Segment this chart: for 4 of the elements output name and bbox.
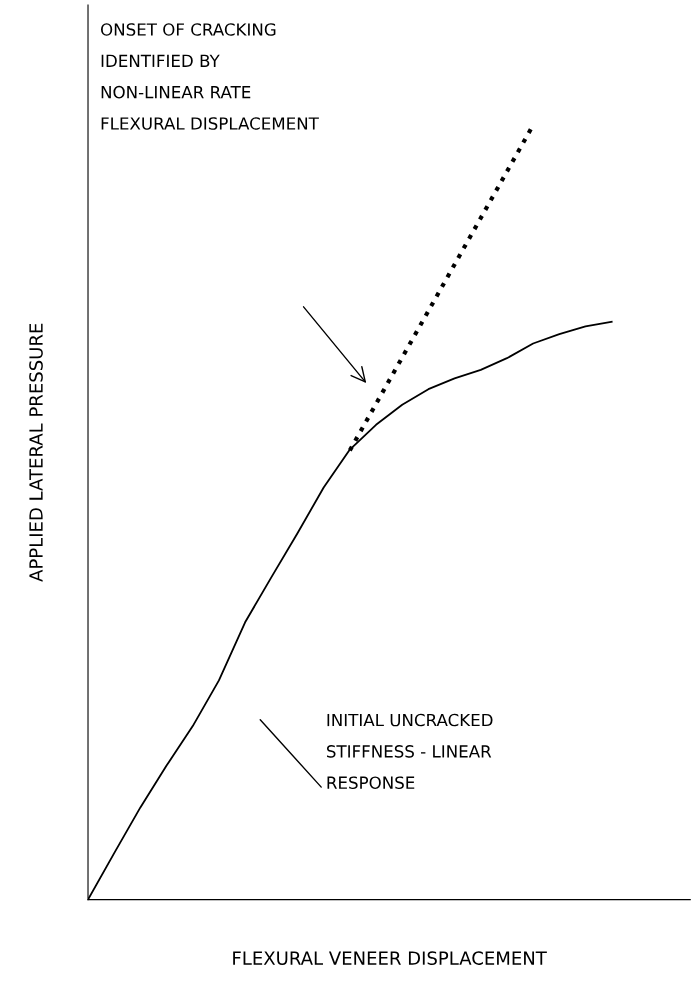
annotation: INITIAL UNCRACKED STIFFNESS - LINEAR RESPONSE	[326, 713, 493, 790]
x-axis-title: FLEXURAL VENEER DISPLACEMENT	[233, 951, 547, 965]
annotation: ONSET OF CRACKING IDENTIFIED BY NON-LINEAR RATE FLEXURAL DISPLACEMENT	[100, 23, 319, 130]
y-axis-title: APPLIED LATERAL PRESSURE	[29, 323, 43, 582]
